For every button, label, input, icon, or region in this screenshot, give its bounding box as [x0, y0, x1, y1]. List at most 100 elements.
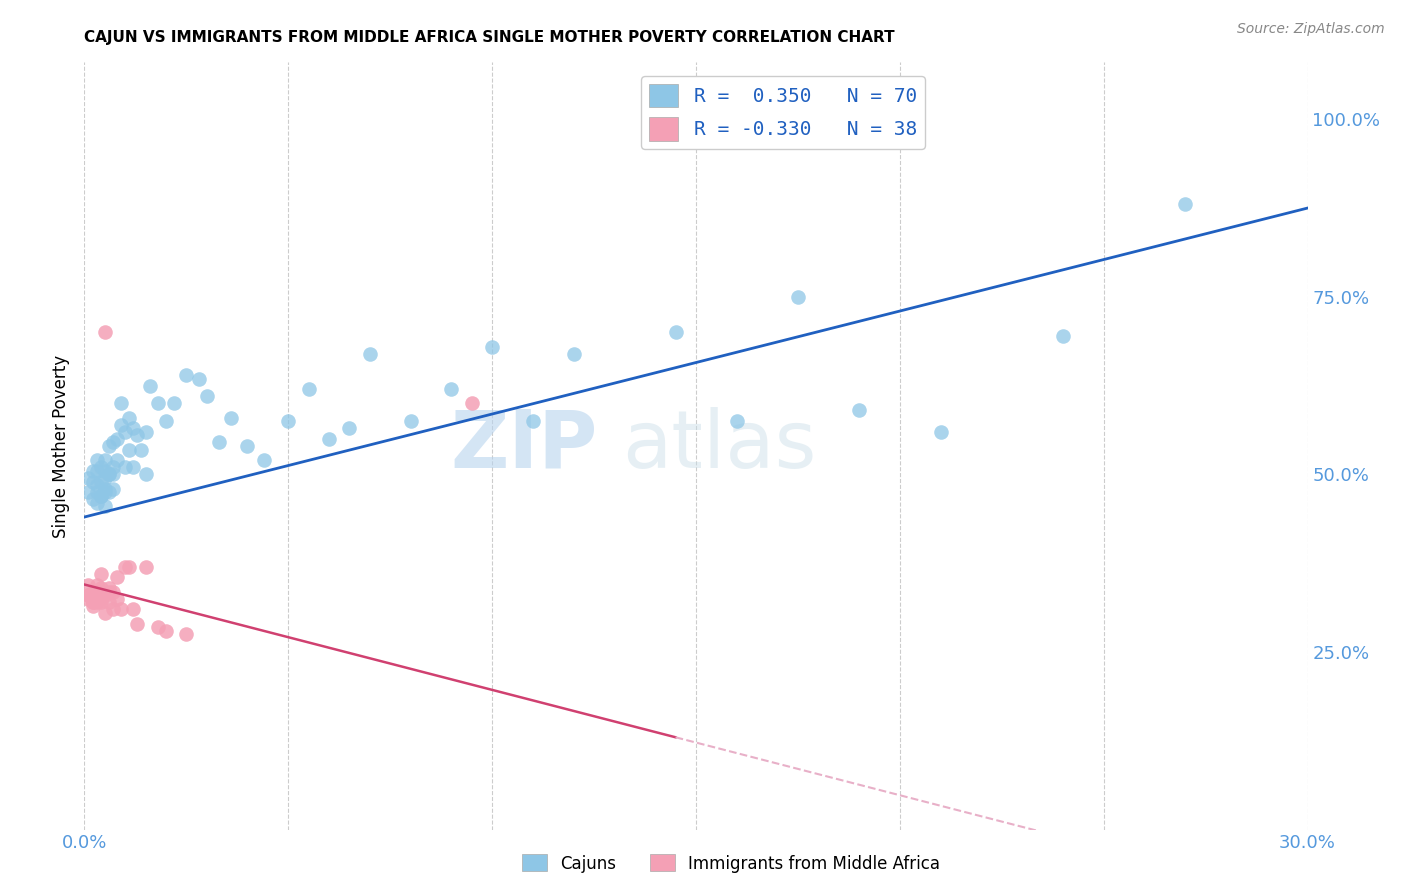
Point [277, 414, 299, 428]
Point [82, 492, 104, 507]
Point [82, 475, 104, 489]
Point [110, 396, 132, 410]
Point [86, 588, 108, 602]
Point [562, 346, 585, 360]
Point [86, 577, 108, 591]
Point [82, 599, 104, 613]
Point [219, 410, 242, 425]
Point [86, 464, 108, 478]
Point [236, 439, 259, 453]
Point [787, 290, 810, 304]
Point [1052, 329, 1074, 343]
Point [86, 591, 108, 606]
Point [101, 435, 124, 450]
Point [90, 475, 112, 489]
Point [86, 595, 108, 609]
Point [318, 432, 340, 446]
Point [93, 485, 115, 500]
Point [174, 368, 197, 382]
Point [77, 591, 100, 606]
Point [155, 414, 177, 428]
Point [82, 588, 104, 602]
Point [97, 485, 120, 500]
Point [77, 588, 100, 602]
Legend: R =  0.350   N = 70, R = -0.330   N = 38: R = 0.350 N = 70, R = -0.330 N = 38 [641, 76, 925, 149]
Point [77, 588, 100, 602]
Point [93, 453, 115, 467]
Point [461, 396, 484, 410]
Text: Source: ZipAtlas.com: Source: ZipAtlas.com [1237, 22, 1385, 37]
Point [93, 326, 115, 340]
Point [174, 627, 197, 641]
Point [195, 389, 218, 403]
Point [187, 371, 209, 385]
Point [146, 620, 169, 634]
Text: CAJUN VS IMMIGRANTS FROM MIDDLE AFRICA SINGLE MOTHER POVERTY CORRELATION CHART: CAJUN VS IMMIGRANTS FROM MIDDLE AFRICA S… [84, 29, 896, 45]
Point [135, 425, 157, 439]
Point [86, 584, 108, 599]
Point [105, 453, 128, 467]
Point [114, 460, 136, 475]
Point [114, 559, 136, 574]
Point [97, 467, 120, 482]
Point [163, 396, 186, 410]
Point [90, 566, 112, 581]
Point [82, 464, 104, 478]
Point [101, 467, 124, 482]
Point [110, 417, 132, 432]
Point [253, 453, 276, 467]
Point [118, 410, 141, 425]
Point [93, 482, 115, 496]
Point [93, 471, 115, 485]
Point [131, 442, 153, 457]
Point [93, 500, 115, 514]
Point [90, 489, 112, 503]
Point [101, 482, 124, 496]
Point [522, 414, 544, 428]
Point [122, 421, 145, 435]
Point [97, 581, 120, 595]
Point [298, 382, 321, 396]
Point [339, 421, 361, 435]
Point [90, 591, 112, 606]
Point [118, 559, 141, 574]
Point [155, 624, 177, 638]
Point [77, 471, 100, 485]
Point [440, 382, 463, 396]
Point [118, 442, 141, 457]
Point [101, 602, 124, 616]
Text: ZIP: ZIP [451, 407, 598, 485]
Point [105, 570, 128, 584]
Point [82, 595, 104, 609]
Point [138, 378, 160, 392]
Point [86, 453, 108, 467]
Point [114, 425, 136, 439]
Point [105, 591, 128, 606]
Point [93, 588, 115, 602]
Point [90, 581, 112, 595]
Point [77, 485, 100, 500]
Point [481, 340, 503, 354]
Text: atlas: atlas [623, 407, 817, 485]
Point [110, 602, 132, 616]
Point [90, 595, 112, 609]
Point [90, 460, 112, 475]
Point [135, 559, 157, 574]
Point [101, 460, 124, 475]
Point [93, 606, 115, 620]
Point [399, 414, 422, 428]
Point [101, 584, 124, 599]
Point [97, 467, 120, 482]
Point [97, 439, 120, 453]
Point [725, 414, 748, 428]
Point [127, 616, 149, 631]
Point [848, 403, 870, 417]
Point [122, 602, 145, 616]
Point [77, 577, 100, 591]
Point [929, 425, 952, 439]
Point [86, 485, 108, 500]
Point [97, 584, 120, 599]
Point [82, 595, 104, 609]
Point [86, 496, 108, 510]
Point [146, 396, 169, 410]
